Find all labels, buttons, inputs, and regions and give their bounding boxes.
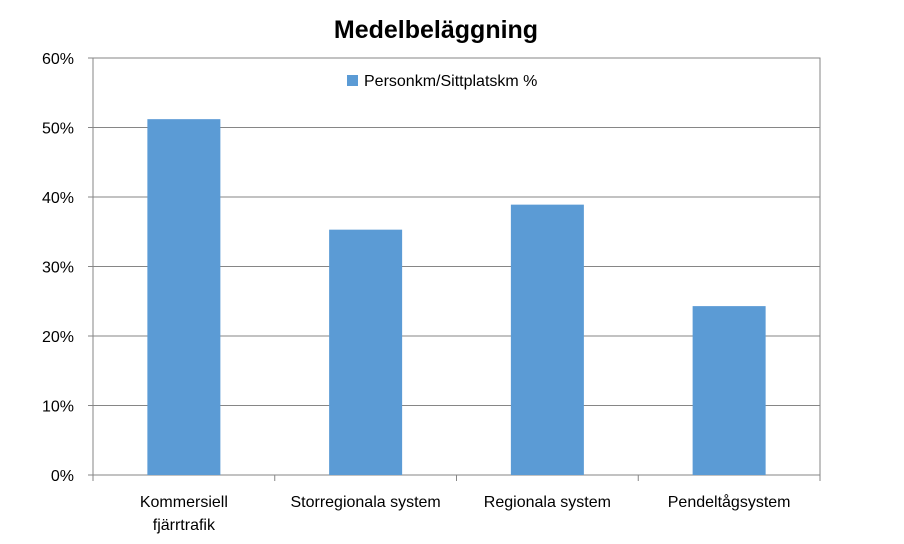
y-tick-label: 30% — [42, 260, 74, 277]
y-tick-label: 10% — [42, 399, 74, 416]
x-tick-label: Kommersiell — [140, 494, 228, 511]
legend-label: Personkm/Sittplatskm % — [364, 73, 537, 90]
x-tick-label: fjärrtrafik — [153, 517, 216, 534]
x-tick-label: Storregionala system — [290, 494, 440, 511]
y-tick-label: 40% — [42, 190, 74, 207]
bar — [329, 229, 403, 475]
chart-title: Medelbeläggning — [333, 16, 539, 44]
bar — [510, 204, 584, 475]
y-tick-label: 50% — [42, 121, 74, 138]
x-tick-label: Regionala system — [484, 494, 611, 511]
y-tick-label: 60% — [42, 51, 74, 68]
legend-swatch — [347, 75, 358, 86]
y-tick-label: 0% — [51, 468, 74, 485]
bar — [147, 119, 221, 475]
x-tick-label: Pendeltågsystem — [668, 493, 791, 511]
y-tick-label: 20% — [42, 329, 74, 346]
bar — [692, 306, 766, 475]
